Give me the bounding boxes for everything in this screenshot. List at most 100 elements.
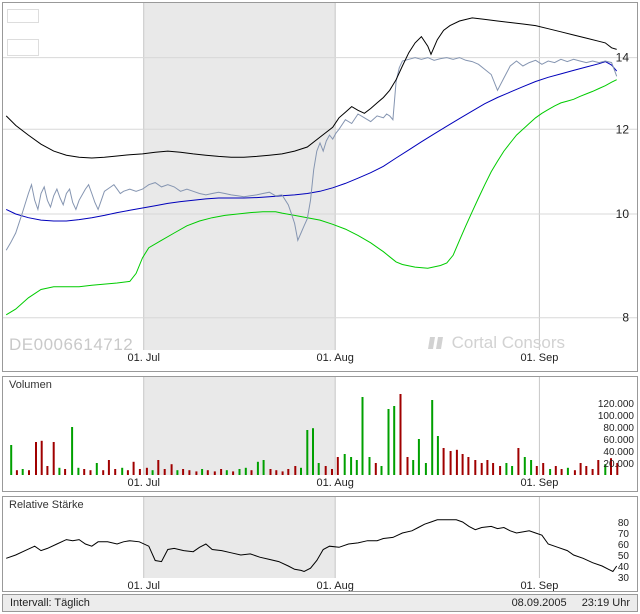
volume-chart: 01. Jul 01. Aug 01. Sep 120.000100.00080.00… (10, 377, 635, 489)
volume-bar (530, 460, 533, 475)
volume-bar (591, 469, 594, 475)
y-tick-label: 40 (618, 562, 630, 573)
volume-bar (306, 430, 309, 475)
volume-bar (412, 460, 415, 475)
volume-bar (467, 457, 470, 475)
volume-bar (126, 470, 129, 475)
volume-bar (232, 471, 235, 475)
x-tick-label: 01. Aug (317, 352, 354, 364)
volume-bar (269, 469, 272, 475)
volume-bar (542, 463, 545, 475)
interval-label: Intervall: Täglich (10, 597, 90, 609)
volume-bar (374, 463, 377, 475)
y-tick-label: 10 (616, 207, 630, 221)
volume-bar (424, 463, 427, 475)
volume-bar (238, 469, 241, 475)
volume-bar (331, 469, 333, 475)
volume-bar (573, 470, 576, 475)
y-tick-label: 80 (618, 518, 630, 529)
x-tick-label: 01. Jul (127, 580, 159, 591)
volume-bar (206, 470, 209, 475)
volume-bar (176, 470, 179, 475)
volume-bar (486, 460, 489, 475)
y-tick-label: 8 (622, 311, 629, 325)
volume-bar (442, 448, 445, 475)
date-label: 08.09.2005 (511, 597, 567, 609)
y-tick-label: 50 (618, 551, 630, 562)
volume-bar (312, 428, 314, 475)
volume-bar (40, 440, 43, 475)
y-tick-label: 20.000 (603, 459, 634, 470)
volume-bar (275, 470, 278, 475)
volume-bar (616, 463, 619, 475)
volume-bar (121, 467, 124, 475)
volume-bar (281, 471, 284, 475)
x-tick-label: 01. Jul (127, 477, 159, 489)
volume-bar (368, 457, 371, 475)
volume-bar (431, 400, 434, 475)
volume-bar (95, 463, 98, 475)
volume-bar (170, 464, 173, 475)
volume-bar (294, 466, 297, 475)
y-tick-label: 12 (616, 122, 630, 136)
volume-bar (107, 460, 110, 475)
volume-bar (163, 469, 166, 475)
volume-bar (21, 469, 24, 475)
y-tick-label: 100.000 (598, 411, 635, 422)
volume-bar (399, 394, 402, 475)
price-chart: 01. Jul 01. Aug 01. Sep 14 12 10 8 (3, 3, 637, 364)
timestamp: 08.09.2005 23:19 Uhr (500, 597, 630, 609)
volume-bar (610, 458, 612, 475)
y-tick-label: 14 (616, 51, 630, 65)
volume-bar (145, 467, 148, 475)
volume-bar (406, 457, 409, 475)
volume-bar (361, 397, 364, 475)
volume-bar (77, 467, 80, 475)
volume-bar (244, 467, 247, 475)
volume-bar (517, 448, 520, 475)
x-tick-label: 01. Jul (127, 352, 159, 364)
volume-bar (505, 463, 508, 475)
y-tick-label: 60.000 (603, 435, 634, 446)
volume-bar (188, 470, 191, 475)
volume-bar (10, 445, 13, 475)
volume-bar (436, 436, 439, 475)
shaded-month-band (143, 3, 336, 350)
y-tick-label: 70 (618, 529, 630, 540)
volume-bar (455, 449, 458, 475)
volume-bar (256, 461, 259, 475)
volume-bar (132, 461, 135, 475)
volume-bar (182, 469, 185, 475)
volume-bar (566, 467, 569, 475)
volume-bar (46, 466, 49, 475)
series-gray-price (5, 57, 618, 251)
volume-bar (511, 466, 514, 475)
volume-bar (35, 442, 37, 475)
y-tick-label: 80.000 (603, 423, 634, 434)
volume-bar (250, 470, 253, 475)
shaded-month-band (143, 497, 336, 578)
volume-bar (579, 463, 582, 475)
volume-bar (138, 469, 141, 475)
volume-bar (597, 460, 600, 475)
volume-bar (300, 467, 302, 475)
legend-box-bottom (7, 39, 39, 56)
volume-bar (343, 454, 346, 475)
x-tick-label: 01. Sep (520, 580, 558, 591)
volume-bar (157, 460, 160, 475)
isin-watermark: DE0006614712 (9, 335, 134, 354)
volume-bar (461, 454, 464, 475)
volume-bar (474, 460, 477, 475)
x-tick-label: 01. Sep (520, 352, 558, 364)
volume-bar (480, 463, 483, 475)
volume-panel: Volumen 01. Jul 01. Aug 01. Sep 120.000 100.… (2, 376, 638, 492)
volume-bar (64, 469, 67, 475)
cortal-consors-logo-icon (427, 337, 443, 349)
relative-strength-panel: Relative Stärke 01. Jul 01. Aug 01. Sep 80 7… (2, 496, 638, 592)
series-black-line (5, 17, 617, 159)
volume-bar (317, 463, 320, 475)
volume-bar (604, 464, 607, 475)
statusbar: Intervall: Täglich 08.09.2005 23:19 Uhr (2, 594, 638, 612)
